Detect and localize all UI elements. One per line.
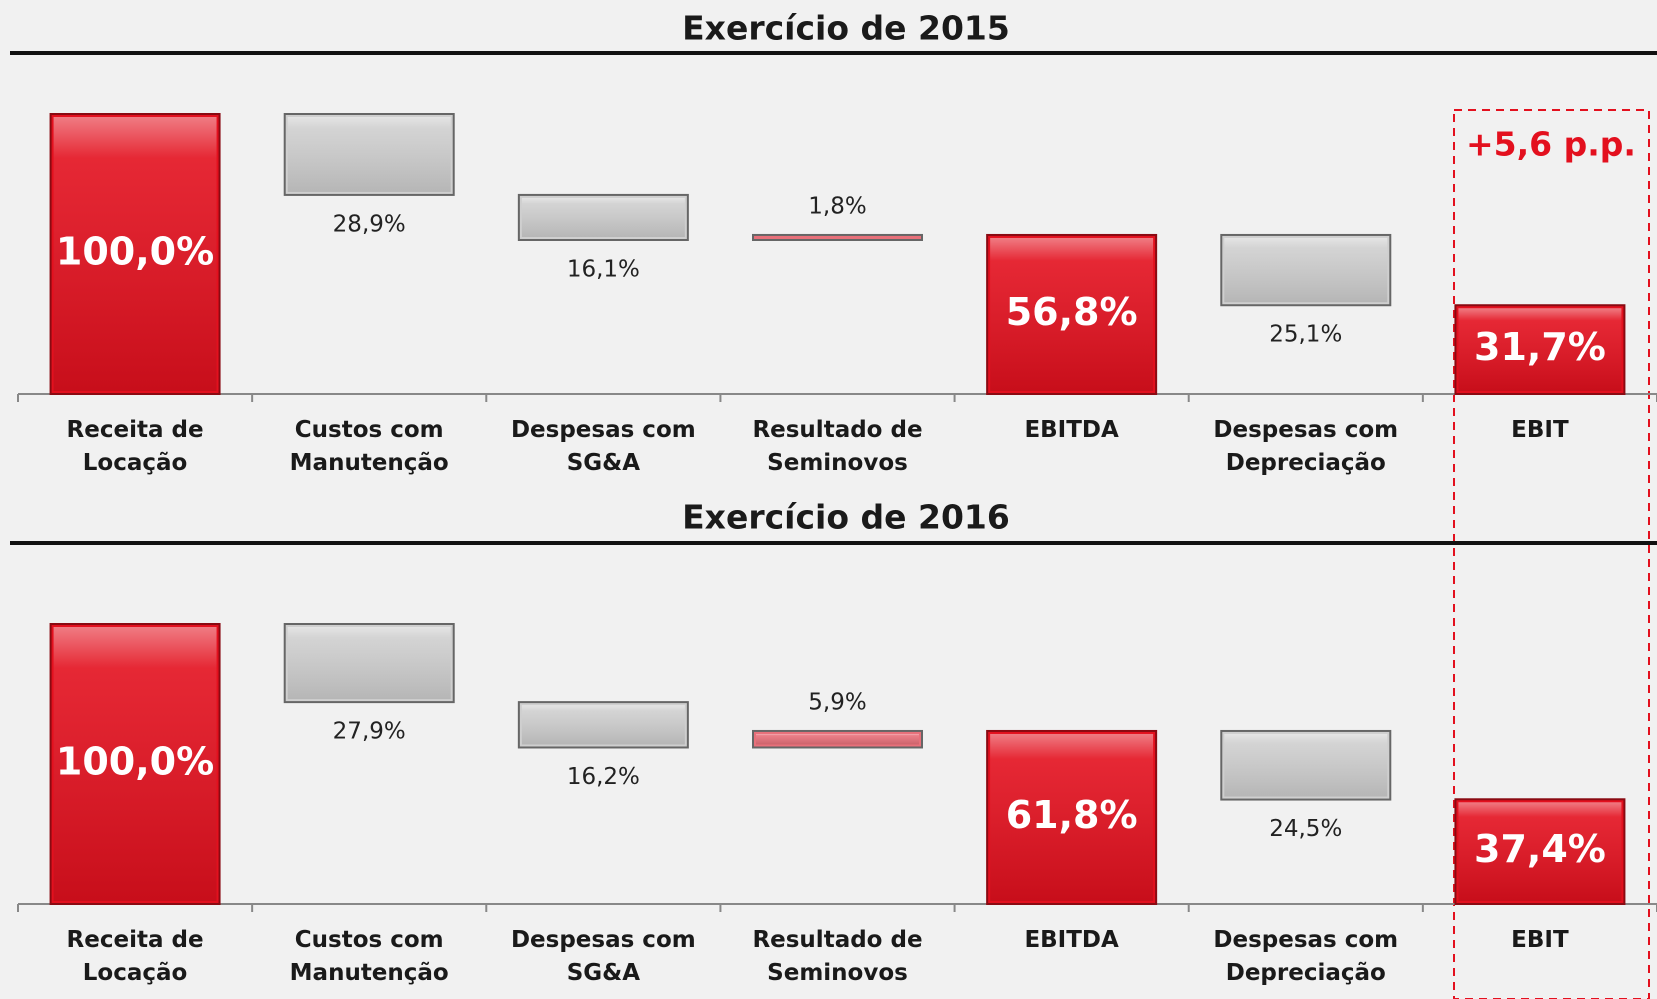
highlight-box (1453, 109, 1650, 999)
value-label: 24,5% (1269, 816, 1342, 842)
x-tick-label: Receita de Locação (66, 417, 204, 476)
chart-title: Exercício de 2015 (682, 9, 1010, 48)
bar-shine (1224, 237, 1388, 303)
annotation: +5,6 p.p. (1466, 125, 1636, 164)
x-tick-label: EBIT (1511, 927, 1569, 953)
value-label: 56,8% (1006, 290, 1138, 334)
x-tick-label: Resultado de Seminovos (752, 927, 923, 986)
x-tick-label: EBITDA (1024, 927, 1119, 953)
x-tick-label: EBITDA (1024, 417, 1119, 443)
value-label: 1,8% (808, 193, 866, 219)
value-label: 100,0% (56, 740, 214, 784)
x-tick-label: Despesas com Depreciação (1213, 927, 1399, 986)
value-label: 28,9% (333, 211, 406, 237)
x-tick-label: EBIT (1511, 417, 1569, 443)
x-tick-label: Resultado de Seminovos (752, 417, 923, 476)
value-label: 16,2% (567, 764, 640, 790)
bar-shine (53, 627, 217, 901)
bar-shine (990, 237, 1154, 391)
bar-shine (1458, 802, 1622, 901)
value-label: 31,7% (1474, 325, 1606, 369)
value-label: 16,1% (567, 257, 640, 283)
bar-shine (287, 627, 451, 700)
chart-title: Exercício de 2016 (682, 498, 1010, 537)
bar-shine (1224, 733, 1388, 797)
bar-shine (1458, 308, 1622, 391)
x-tick-label: Despesas com SG&A (510, 927, 696, 986)
value-label: 25,1% (1269, 322, 1342, 348)
x-tick-label: Receita de Locação (66, 927, 204, 986)
x-tick-label: Despesas com SG&A (510, 417, 696, 476)
value-label: 37,4% (1474, 827, 1606, 871)
value-label: 61,8% (1006, 793, 1138, 837)
bar (752, 233, 923, 242)
value-label: 5,9% (808, 689, 866, 715)
bar-shine (521, 705, 685, 745)
value-label: 27,9% (333, 719, 406, 745)
value-label: 100,0% (56, 230, 214, 274)
bar-shine (990, 733, 1154, 901)
bar-shine (53, 117, 217, 391)
bar-shine (521, 197, 685, 237)
x-tick-label: Custos com Manutenção (289, 927, 449, 986)
x-tick-label: Custos com Manutenção (289, 417, 449, 476)
bar-shine (756, 733, 919, 745)
bar-shine (287, 117, 451, 192)
x-tick-label: Despesas com Depreciação (1213, 417, 1399, 476)
